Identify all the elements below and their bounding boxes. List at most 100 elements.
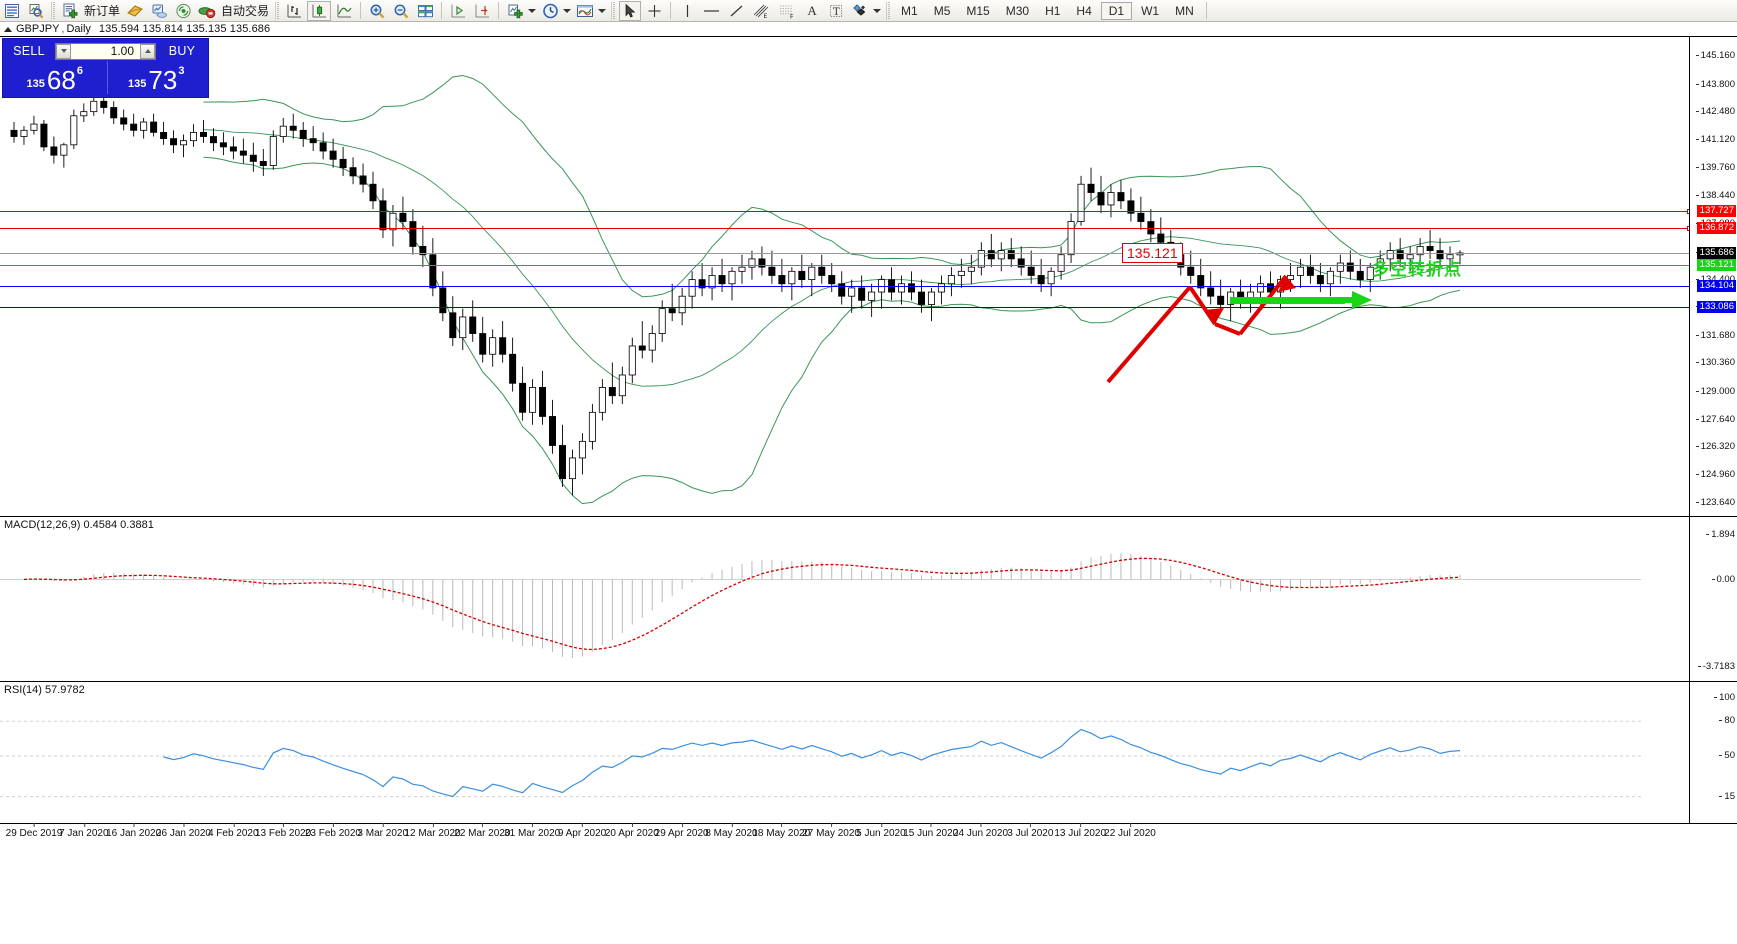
data-window-icon[interactable] [25,1,47,21]
rsi-pane[interactable]: RSI(14) 57.9782 100 80 50 15 [0,681,1737,823]
tile-windows-icon[interactable] [414,1,436,21]
macd-axis: 1.894 0.00 -3.7183 [1689,517,1737,681]
buy-button[interactable]: 135 73 3 [106,61,206,95]
time-tick: 12 Mar 2020 [404,823,461,839]
text-tool-label: A [807,2,817,18]
period-dropdown-icon[interactable] [563,8,572,13]
line-chart-icon[interactable] [333,1,355,21]
symbol-bar: GBPJPY , Daily 135.594 135.814 135.135 1… [0,22,1737,36]
rsi-axis: 100 80 50 15 [1689,682,1737,823]
price-badge-134104[interactable]: 134.104 [1696,279,1736,292]
price-badge-last[interactable]: 135.686 [1696,246,1736,259]
templates-dropdown-icon[interactable] [598,8,607,13]
crosshair-icon[interactable] [643,1,665,21]
timeframe-d1[interactable]: D1 [1100,1,1133,20]
candlestick-chart-icon[interactable] [307,0,332,21]
text-label-icon[interactable]: T [825,1,847,21]
price-tick: 142.480 [1695,106,1735,118]
time-tick: 3 Mar 2020 [357,823,409,839]
templates-icon[interactable] [574,1,596,21]
price-tick: 143.800 [1695,78,1735,90]
timeframe-m15[interactable]: M15 [966,3,990,18]
price-tick: 123.640 [1695,496,1735,508]
time-tick: 23 Feb 2020 [304,823,361,839]
trendline-icon[interactable] [725,1,747,21]
auto-trading-icon[interactable] [196,1,218,21]
price-chart-canvas[interactable] [0,37,1689,516]
objects-icon[interactable] [849,1,871,21]
timeframe-w1[interactable]: W1 [1141,3,1160,18]
level-line-133086[interactable] [0,306,1689,308]
volume-decrement-icon[interactable] [56,43,71,59]
volume-increment-icon[interactable] [140,43,155,59]
time-axis[interactable]: 29 Dec 2019 7 Jan 2020 16 Jan 2020 26 Jan 2… [0,823,1737,845]
symbol-separator: , [61,23,65,35]
horizontal-line-icon[interactable] [700,1,723,21]
toolbar-divider-3 [498,2,500,19]
sell-price-main: 68 [46,65,76,95]
time-tick: 29 Apr 2020 [654,823,709,839]
annotation-note[interactable]: 多空转折点 [1372,259,1462,279]
toolbar-separator [51,1,55,20]
timeframe-m30[interactable]: M30 [1005,3,1030,18]
volume-value[interactable]: 1.00 [110,44,134,58]
price-badge-133086[interactable]: 133.086 [1696,300,1736,313]
rsi-canvas[interactable] [0,682,1689,824]
objects-dropdown-icon[interactable] [873,8,882,13]
cursor-icon[interactable] [619,0,642,21]
buy-label[interactable]: BUY [168,44,196,58]
price-tag-135121[interactable]: 135.121 [1122,242,1183,263]
time-tick: 16 Jan 2020 [106,823,162,839]
timeframe-mn[interactable]: MN [1175,3,1194,18]
equidistant-channel-icon[interactable]: E [749,1,773,21]
chart-shift-icon[interactable] [471,1,493,21]
macd-pane[interactable]: MACD(12,26,9) 0.4584 0.3881 1.894 0.00 -3.… [0,516,1737,681]
fibonacci-icon[interactable]: F [775,1,799,21]
timeframe-m5[interactable]: M5 [933,3,951,18]
svg-text:E: E [764,13,768,19]
volume-stepper[interactable]: 1.00 [55,42,156,60]
add-indicator-dropdown-icon[interactable] [528,8,537,13]
text-icon[interactable]: A [801,1,823,21]
level-line-137727[interactable] [0,208,1692,214]
chart-area[interactable]: 135.121 多空转折点 145.160 143.800 142.480 141.1… [0,36,1737,944]
auto-trading-label[interactable]: 自动交易 [221,4,270,18]
zoom-in-icon[interactable] [366,1,388,21]
signals-icon[interactable] [172,1,194,21]
rsi-label: RSI(14) 57.9782 [4,684,85,696]
price-tick: 141.120 [1695,134,1735,146]
price-badge-136872[interactable]: 136.872 [1696,222,1736,235]
vertical-line-icon[interactable] [676,1,698,21]
add-indicator-icon[interactable] [504,1,526,21]
timeframe-m1[interactable]: M1 [901,3,918,18]
auto-scroll-icon[interactable] [447,1,469,21]
timeframe-h4[interactable]: H4 [1076,3,1092,18]
level-line-134104[interactable] [0,285,1689,287]
macd-canvas[interactable] [0,517,1689,682]
level-line-136872[interactable] [0,226,1692,232]
buy-price-main: 73 [148,65,178,95]
time-tick: 26 Jan 2020 [155,823,211,839]
period-icon[interactable] [539,1,561,21]
price-tick: 126.320 [1695,441,1735,453]
price-pane[interactable]: 135.121 多空转折点 145.160 143.800 142.480 141.1… [0,37,1737,516]
sell-button[interactable]: 135 68 6 [6,61,104,94]
price-axis[interactable]: 145.160 143.800 142.480 141.120 139.760 138.4… [1689,37,1737,516]
collapse-triangle-icon[interactable] [4,26,12,32]
time-tick: 24 Jun 2020 [953,823,1009,839]
level-line-135121[interactable] [0,264,1689,266]
price-badge-137727[interactable]: 137.727 [1696,204,1736,217]
expert-advisors-icon[interactable] [148,1,170,21]
metaeditor-icon[interactable] [124,1,146,21]
zoom-out-icon[interactable] [390,1,412,21]
market-watch-icon[interactable] [1,1,23,21]
new-order-label[interactable]: 新订单 [84,4,121,18]
new-order-icon[interactable] [59,1,81,21]
bar-chart-icon[interactable] [283,1,305,21]
price-badge-135121[interactable]: 135.121 [1696,258,1736,271]
sell-price-prefix: 135 [26,78,45,90]
sell-label[interactable]: SELL [13,44,45,58]
timeframe-h1[interactable]: H1 [1045,3,1061,18]
macd-label: MACD(12,26,9) 0.4584 0.3881 [4,519,154,531]
one-click-trading-panel[interactable]: SELL 1.00 BUY 135 68 6 135 73 3 [2,38,209,98]
